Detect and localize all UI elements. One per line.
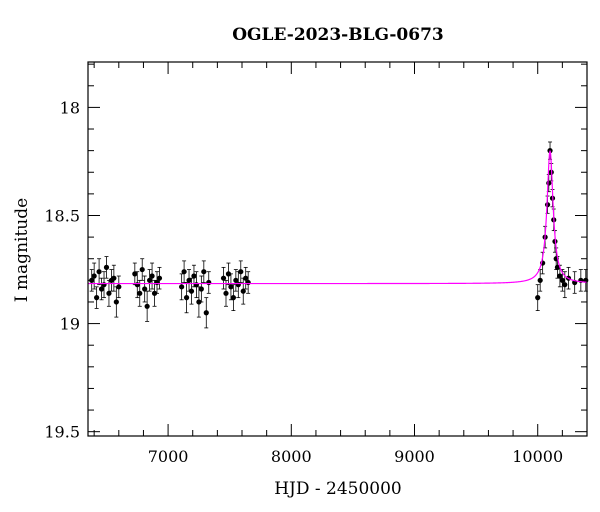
- data-point: [220, 275, 227, 281]
- data-point: [206, 279, 212, 286]
- data-point: [142, 286, 148, 292]
- data-point: [116, 284, 122, 290]
- x-tick-label: 7000: [148, 447, 189, 466]
- data-point: [144, 303, 150, 309]
- data-point: [235, 282, 241, 288]
- data-point: [183, 295, 190, 301]
- data-point: [188, 288, 195, 294]
- model-curve: [88, 150, 588, 285]
- data-point: [198, 286, 204, 292]
- axis-ticks: 7000 8000 9000 10000 18 18.5 19 19.5: [44, 62, 588, 466]
- x-tick-label: 10000: [512, 447, 563, 466]
- data-point: [240, 288, 246, 294]
- data-point: [103, 264, 110, 270]
- data-point: [238, 269, 244, 275]
- data-point: [181, 269, 187, 275]
- data-point: [245, 279, 251, 286]
- data-point: [203, 310, 209, 316]
- plot-frame: [87, 61, 588, 437]
- error-bars: [89, 141, 588, 329]
- data-point: [562, 282, 568, 288]
- data-point: [535, 295, 541, 301]
- data-point: [156, 275, 163, 281]
- y-tick-label: 18.5: [44, 206, 80, 225]
- data-point: [98, 286, 105, 292]
- chart-title: OGLE-2023-BLG-0673: [232, 25, 444, 45]
- data-point: [546, 180, 552, 186]
- data-point: [132, 271, 138, 277]
- data-point: [191, 273, 197, 279]
- data-point: [89, 277, 95, 283]
- data-point: [147, 277, 153, 283]
- data-point: [230, 295, 236, 301]
- data-point: [179, 284, 185, 290]
- y-tick-label: 19.5: [44, 423, 80, 442]
- x-tick-label: 8000: [271, 447, 312, 466]
- data-points: [89, 148, 589, 316]
- data-point: [96, 269, 102, 275]
- x-axis-label: HJD - 2450000: [274, 479, 402, 499]
- data-point: [554, 264, 561, 270]
- data-point: [223, 290, 229, 296]
- data-point: [201, 269, 207, 275]
- data-point: [557, 273, 563, 279]
- data-point: [193, 282, 200, 288]
- data-point: [134, 282, 140, 288]
- data-point: [228, 284, 234, 290]
- data-point: [94, 295, 100, 301]
- data-point: [151, 290, 158, 296]
- data-point: [196, 299, 202, 305]
- data-point: [91, 273, 97, 279]
- y-axis-label: I magnitude: [12, 198, 32, 302]
- data-point: [111, 275, 117, 281]
- data-point: [186, 277, 192, 283]
- data-point: [101, 282, 107, 288]
- data-point: [106, 290, 112, 296]
- data-point: [225, 271, 232, 277]
- x-tick-label: 9000: [394, 447, 435, 466]
- data-point: [537, 277, 543, 283]
- data-point: [137, 290, 143, 296]
- data-point: [149, 273, 155, 279]
- data-point: [139, 266, 145, 273]
- data-point: [233, 277, 239, 283]
- y-tick-label: 19: [60, 315, 80, 334]
- y-tick-label: 18: [60, 98, 80, 117]
- data-point: [113, 299, 119, 305]
- data-point: [559, 277, 565, 283]
- data-point: [243, 275, 249, 281]
